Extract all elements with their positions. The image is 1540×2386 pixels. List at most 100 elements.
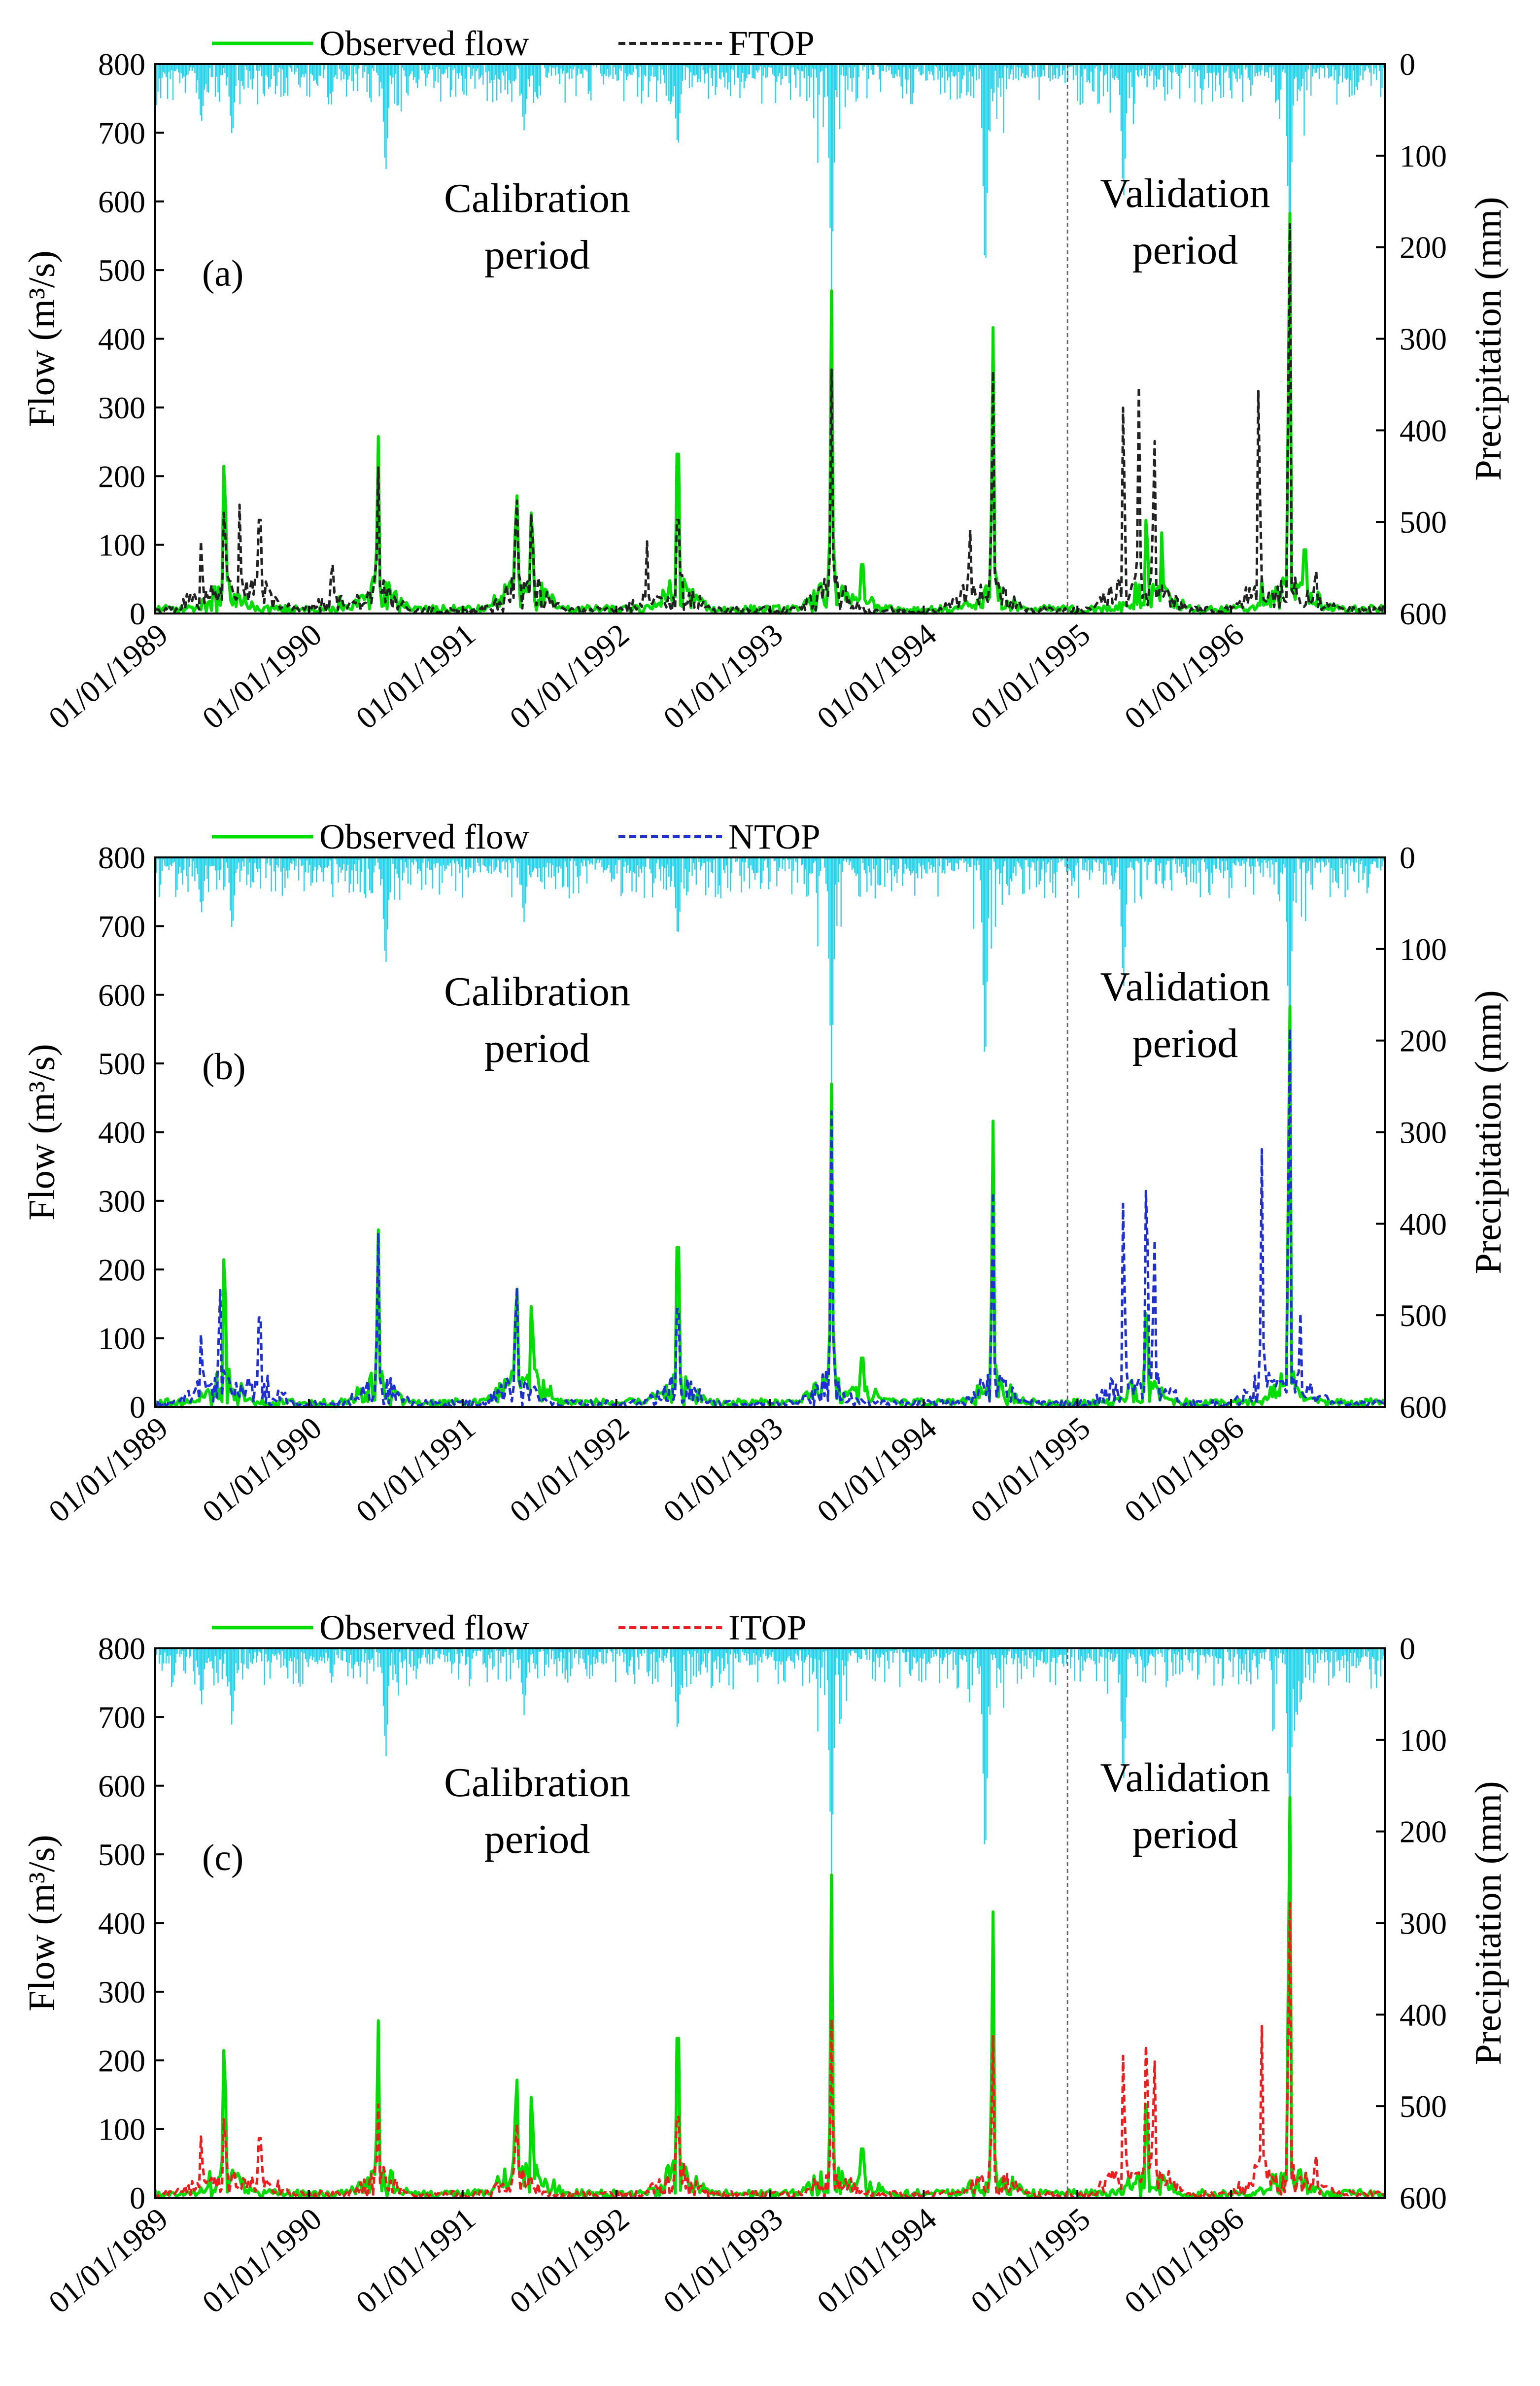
xtick-label: 01/01/1990 — [196, 616, 328, 736]
validation-label-2: period — [1132, 1021, 1238, 1066]
panel-a: 0 100 200 300 400 500 600 700 800 0 100 200 300 400 50… — [21, 24, 1509, 736]
legend-label-model: FTOP — [728, 24, 815, 63]
ytick-right-label: 500 — [1400, 505, 1447, 540]
xtick-label: 01/01/1991 — [349, 1410, 482, 1529]
ytick-left-label: 100 — [98, 2112, 145, 2147]
xtick-label: 01/01/1989 — [42, 1410, 174, 1529]
validation-label-2: period — [1132, 227, 1238, 273]
xtick-label: 01/01/1995 — [964, 616, 1096, 736]
legend-label-observed: Observed flow — [319, 1608, 529, 1647]
ytick-left-label: 600 — [98, 978, 145, 1013]
ylabel-right: Precipitation (mm) — [1468, 1781, 1509, 2065]
ytick-left-label: 700 — [98, 909, 145, 944]
legend-label-model: NTOP — [728, 817, 821, 856]
ytick-left-label: 400 — [98, 322, 145, 357]
xtick-label: 01/01/1989 — [42, 616, 174, 736]
ytick-left-label: 800 — [98, 840, 145, 875]
xtick-label: 01/01/1994 — [810, 1410, 943, 1529]
ytick-right-label: 500 — [1400, 2089, 1447, 2124]
ytick-right-label: 400 — [1400, 1206, 1447, 1241]
ytick-right-label: 100 — [1400, 138, 1447, 173]
xtick-label: 01/01/1991 — [349, 616, 482, 736]
ytick-right-label: 100 — [1400, 932, 1447, 967]
panel-c: 0 100 200 300 400 500 600 700 800 0 100 200 300 400 50… — [21, 1608, 1509, 2320]
ylabel-right: Precipitation (mm) — [1468, 197, 1509, 480]
ytick-left-label: 500 — [98, 253, 145, 288]
ytick-right-label: 100 — [1400, 1723, 1447, 1758]
ytick-left-label: 100 — [98, 528, 145, 563]
series-observed-flow — [154, 211, 1386, 615]
xtick-label: 01/01/1996 — [1118, 1410, 1250, 1529]
ytick-right-label: 0 — [1400, 840, 1415, 875]
precipitation-bars — [154, 1648, 1384, 1886]
ytick-right-label: 0 — [1400, 1631, 1415, 1666]
validation-label-1: Validation — [1100, 1755, 1270, 1801]
ytick-left-label: 800 — [98, 47, 145, 82]
plot-frame — [154, 1647, 1386, 2199]
series-observed-flow — [154, 1005, 1386, 1408]
ytick-left-label: 400 — [98, 1906, 145, 1941]
panel-label: (b) — [202, 1046, 246, 1088]
plot-frame — [154, 856, 1386, 1408]
ytick-left-label: 300 — [98, 1975, 145, 2010]
ytick-left-label: 500 — [98, 1837, 145, 1872]
ylabel-left: Flow (m³/s) — [21, 1835, 63, 2011]
calibration-label-1: Calibration — [444, 175, 630, 221]
panel-label: (a) — [202, 253, 243, 294]
calibration-label-1: Calibration — [444, 969, 630, 1015]
ytick-left-label: 600 — [98, 1769, 145, 1804]
panel-label: (c) — [202, 1837, 243, 1878]
calibration-label-2: period — [484, 232, 590, 278]
panel-b: 0 100 200 300 400 500 600 700 800 0 100 200 300 400 50… — [21, 817, 1509, 1529]
ytick-right-label: 500 — [1400, 1298, 1447, 1333]
xtick-label: 01/01/1993 — [657, 1410, 789, 1529]
ytick-right-label: 600 — [1400, 2181, 1447, 2216]
ytick-left-label: 200 — [98, 2043, 145, 2078]
xtick-label: 01/01/1992 — [503, 616, 636, 736]
xtick-label: 01/01/1996 — [1118, 2201, 1250, 2320]
calibration-label-1: Calibration — [444, 1760, 630, 1806]
precipitation-bars — [154, 64, 1384, 296]
legend-label-observed: Observed flow — [319, 24, 529, 63]
ytick-left-label: 700 — [98, 115, 145, 150]
ytick-right-label: 200 — [1400, 1023, 1447, 1058]
validation-label-1: Validation — [1100, 170, 1270, 216]
series-itop — [154, 1902, 1386, 2199]
ytick-left-label: 400 — [98, 1115, 145, 1150]
xtick-label: 01/01/1990 — [196, 1410, 328, 1529]
series-ftop — [155, 223, 1386, 615]
ylabel-right: Precipitation (mm) — [1468, 990, 1509, 1274]
ytick-left-label: 300 — [98, 390, 145, 425]
calibration-label-2: period — [484, 1816, 590, 1862]
xtick-label: 01/01/1995 — [964, 1410, 1096, 1529]
xtick-label: 01/01/1989 — [42, 2201, 174, 2320]
xtick-label: 01/01/1990 — [196, 2201, 328, 2320]
ytick-left-label: 0 — [130, 2181, 145, 2216]
ytick-left-label: 0 — [130, 596, 145, 631]
ytick-left-label: 200 — [98, 1252, 145, 1287]
ytick-right-label: 400 — [1400, 1997, 1447, 2032]
validation-label-2: period — [1132, 1811, 1238, 1857]
plot-frame — [154, 63, 1386, 614]
ytick-right-label: 200 — [1400, 1814, 1447, 1849]
ytick-left-label: 100 — [98, 1321, 145, 1356]
ytick-left-label: 600 — [98, 184, 145, 219]
ytick-right-label: 300 — [1400, 1115, 1447, 1150]
series-ntop — [154, 1027, 1386, 1408]
xtick-label: 01/01/1996 — [1118, 616, 1250, 736]
xtick-label: 01/01/1995 — [964, 2201, 1096, 2320]
xtick-label: 01/01/1993 — [657, 2201, 789, 2320]
xtick-label: 01/01/1992 — [503, 1410, 636, 1529]
ytick-right-label: 300 — [1400, 1906, 1447, 1941]
ytick-left-label: 200 — [98, 459, 145, 494]
ytick-left-label: 500 — [98, 1046, 145, 1081]
validation-label-1: Validation — [1100, 964, 1270, 1010]
xtick-label: 01/01/1992 — [503, 2201, 636, 2320]
ytick-right-label: 600 — [1400, 1390, 1447, 1425]
ytick-right-label: 400 — [1400, 413, 1447, 448]
ytick-right-label: 200 — [1400, 230, 1447, 265]
legend-label-observed: Observed flow — [319, 817, 529, 856]
ytick-right-label: 0 — [1400, 47, 1415, 82]
ytick-left-label: 800 — [98, 1631, 145, 1666]
